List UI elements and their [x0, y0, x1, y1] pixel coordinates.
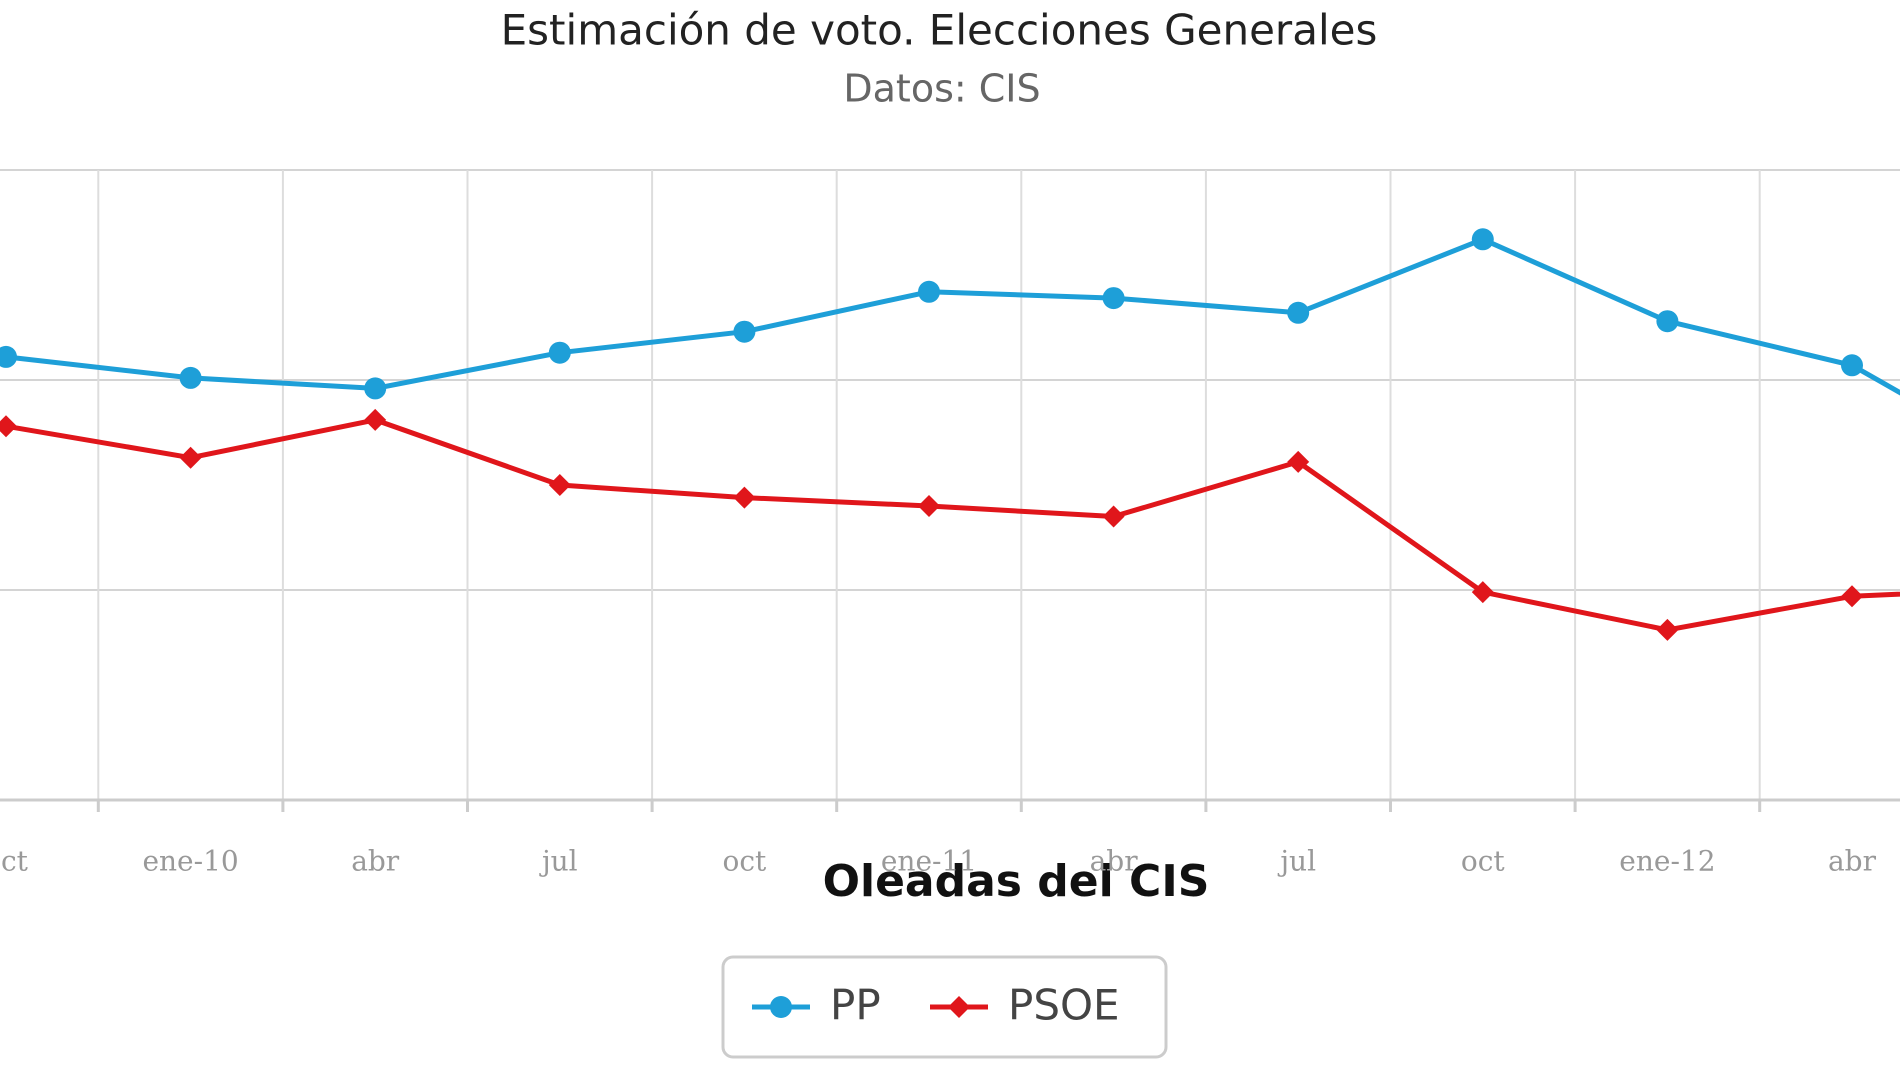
- legend-label: PP: [830, 981, 881, 1030]
- marker: [1287, 450, 1310, 473]
- legend-label: PSOE: [1008, 981, 1120, 1030]
- marker: [948, 996, 970, 1018]
- marker: [1471, 581, 1494, 604]
- marker: [364, 408, 387, 431]
- x-tick-label: oct: [0, 845, 29, 878]
- marker: [918, 280, 940, 303]
- marker: [364, 377, 387, 400]
- x-tick-label: ene-11: [881, 845, 977, 878]
- marker: [179, 366, 202, 389]
- marker: [1102, 287, 1125, 310]
- marker: [0, 415, 17, 438]
- marker: [733, 486, 756, 509]
- marker: [1287, 301, 1310, 324]
- series-line: [5, 236, 1900, 396]
- marker: [548, 474, 571, 496]
- marker: [918, 495, 940, 517]
- x-tick-label: abr: [1090, 845, 1139, 878]
- x-tick-label: oct: [723, 845, 768, 878]
- x-axis-title: Oleadas del CIS: [823, 856, 1210, 907]
- marker: [1471, 228, 1494, 251]
- x-tick-label: abr: [1828, 845, 1877, 878]
- x-tick-label: ene-10: [142, 845, 238, 878]
- marker: [0, 345, 17, 368]
- marker: [1102, 505, 1125, 528]
- marker: [1656, 618, 1679, 641]
- marker: [179, 446, 202, 469]
- chart-subtitle: Datos: CIS: [843, 67, 1040, 111]
- marker: [770, 996, 792, 1018]
- chart-title: Estimación de voto. Elecciones Generales: [501, 6, 1378, 55]
- marker: [733, 320, 756, 343]
- marker: [548, 341, 571, 364]
- x-tick-label: oct: [1461, 845, 1506, 878]
- series-line: [5, 417, 1900, 633]
- marker: [1656, 310, 1679, 333]
- x-tick-label: ene-12: [1619, 845, 1715, 878]
- marker: [1841, 585, 1863, 608]
- marker: [1841, 354, 1863, 377]
- x-tick-label: abr: [351, 845, 400, 878]
- x-tick-label: jul: [1277, 845, 1316, 878]
- x-tick-label: jul: [539, 845, 578, 878]
